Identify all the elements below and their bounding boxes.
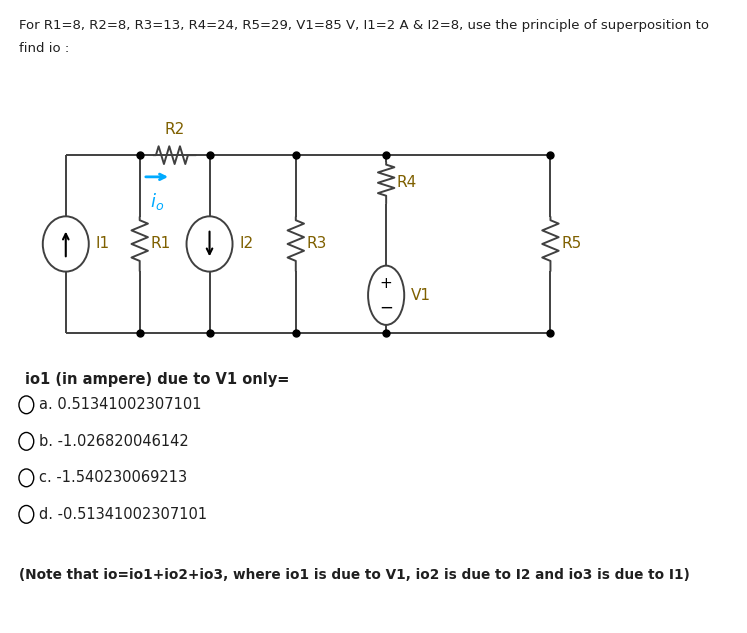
Text: I2: I2 xyxy=(239,237,253,251)
Text: a. 0.51341002307101: a. 0.51341002307101 xyxy=(39,398,201,412)
Text: R2: R2 xyxy=(164,122,185,137)
Text: V1: V1 xyxy=(411,288,431,303)
Text: R4: R4 xyxy=(397,175,417,191)
Text: find io :: find io : xyxy=(19,42,69,54)
Text: d. -0.51341002307101: d. -0.51341002307101 xyxy=(39,507,207,522)
Text: R5: R5 xyxy=(561,237,581,251)
Text: I1: I1 xyxy=(96,237,110,251)
Text: $i_o$: $i_o$ xyxy=(150,191,164,211)
Text: −: − xyxy=(379,298,393,316)
Text: b. -1.026820046142: b. -1.026820046142 xyxy=(39,434,188,449)
Text: R3: R3 xyxy=(306,237,327,251)
Text: c. -1.540230069213: c. -1.540230069213 xyxy=(39,470,187,486)
Text: +: + xyxy=(379,276,392,291)
Text: io1 (in ampere) due to V1 only=: io1 (in ampere) due to V1 only= xyxy=(25,372,289,387)
Text: R1: R1 xyxy=(150,237,170,251)
Text: For R1=8, R2=8, R3=13, R4=24, R5=29, V1=85 V, I1=2 A & I2=8, use the principle o: For R1=8, R2=8, R3=13, R4=24, R5=29, V1=… xyxy=(19,19,709,32)
Text: (Note that io=io1+io2+io3, where io1 is due to V1, io2 is due to I2 and io3 is d: (Note that io=io1+io2+io3, where io1 is … xyxy=(19,568,689,582)
